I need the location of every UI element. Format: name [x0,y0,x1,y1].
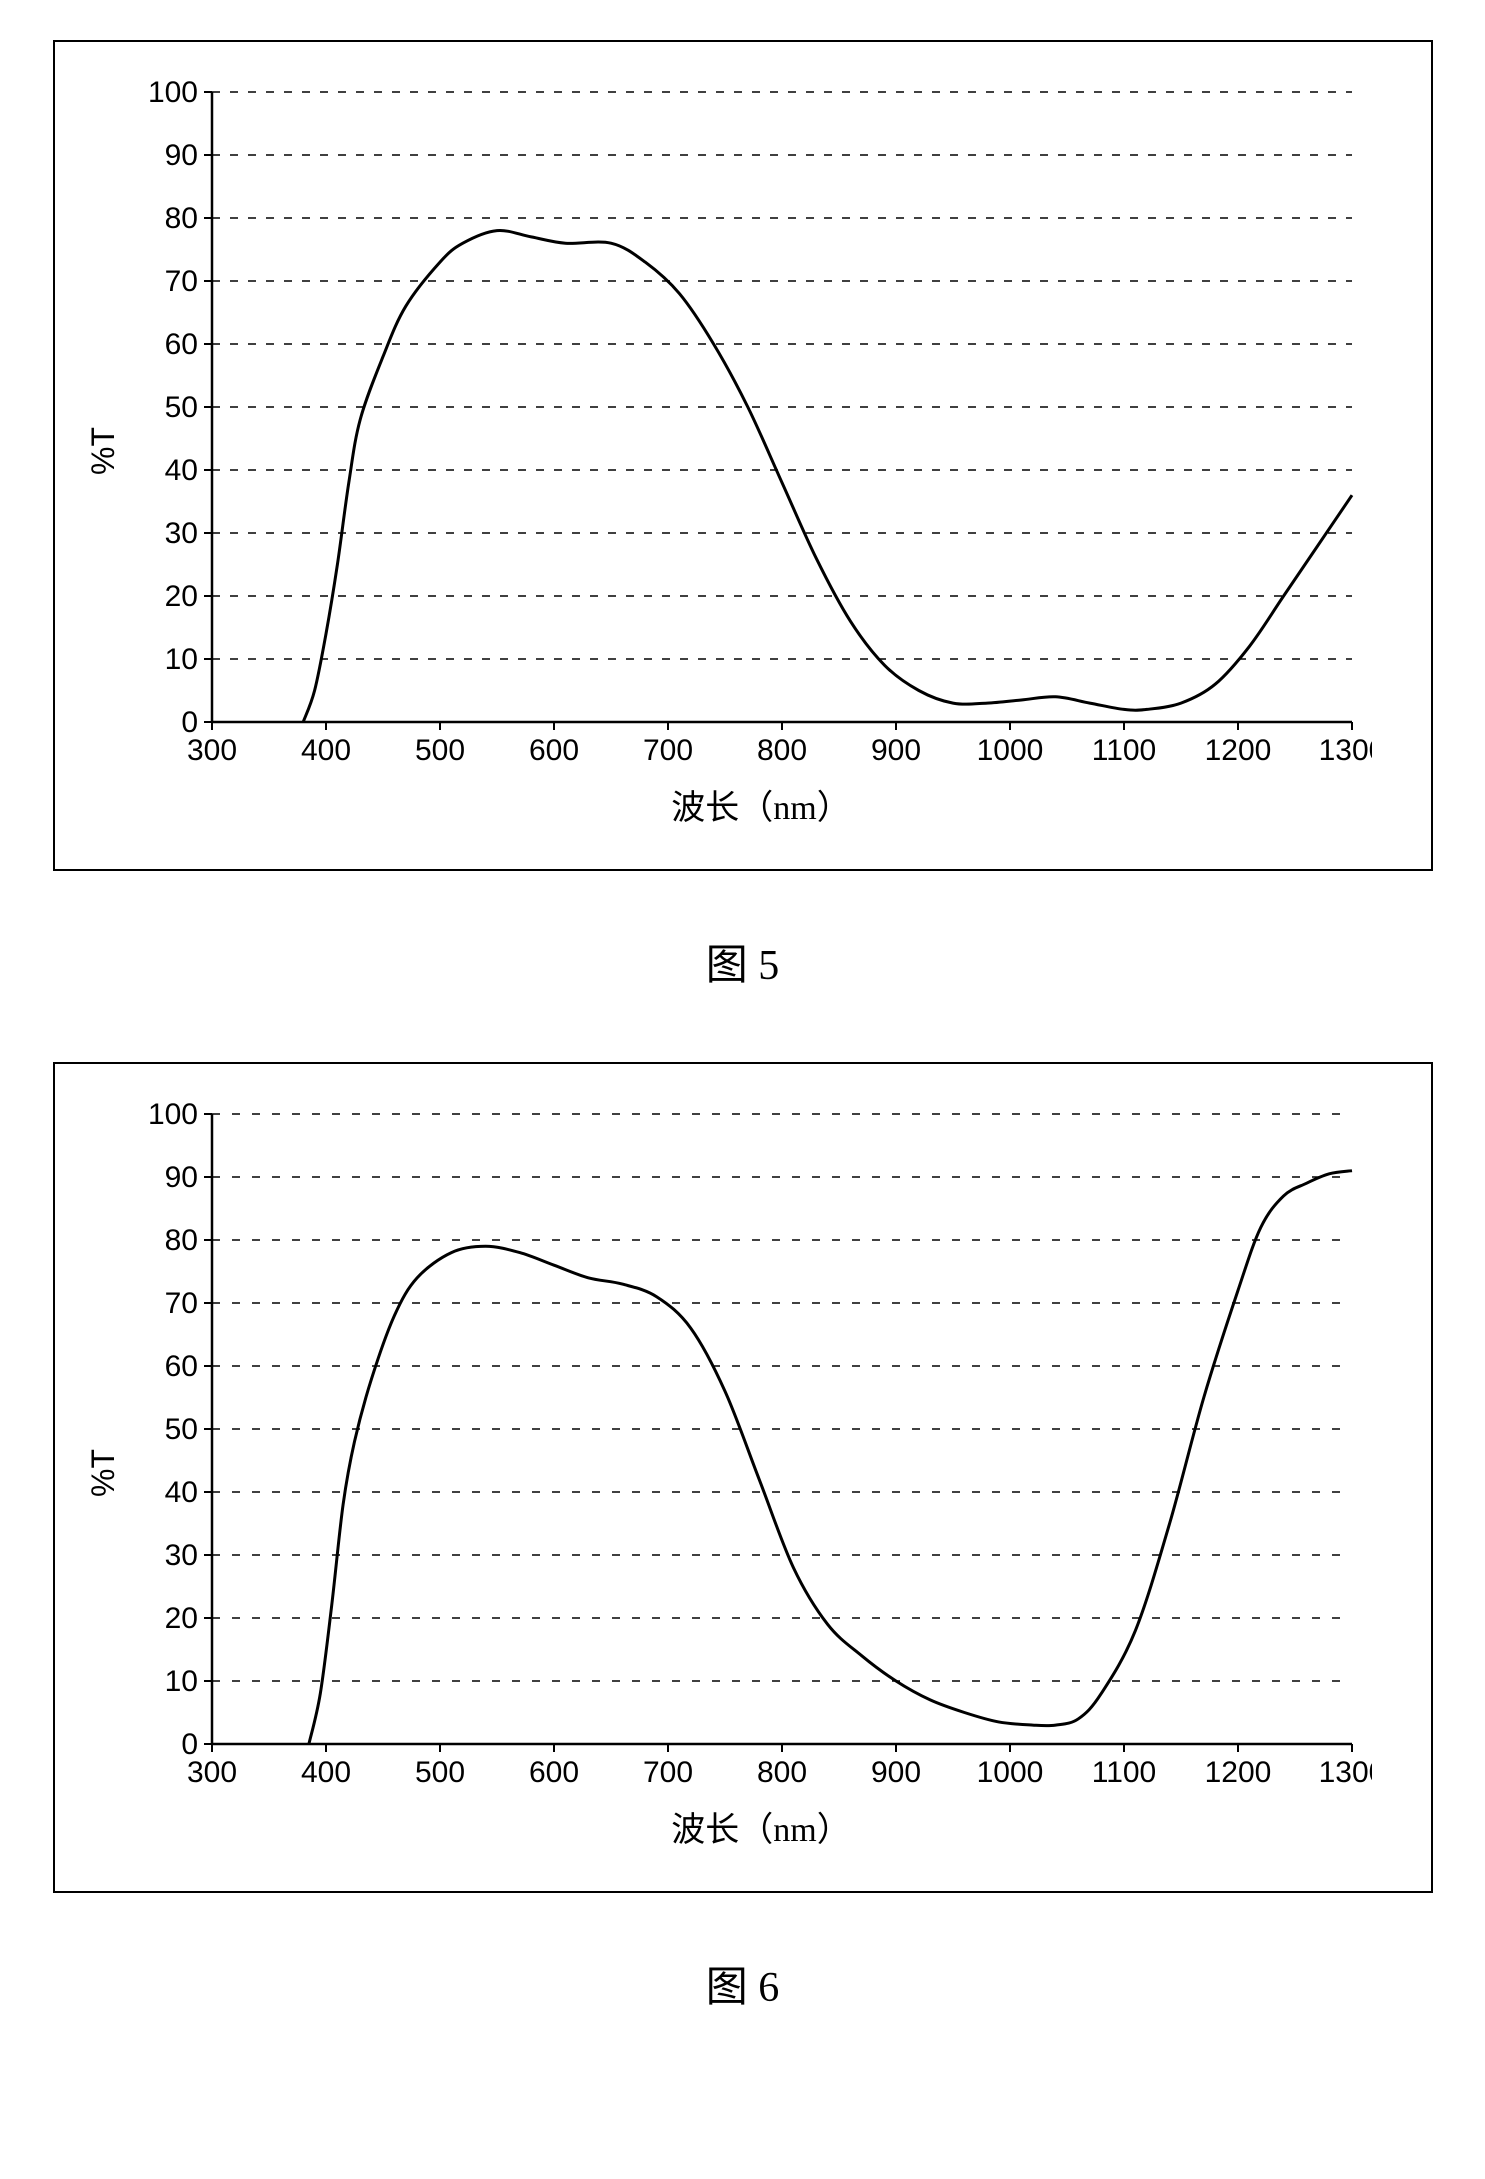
svg-text:50: 50 [164,1413,197,1446]
svg-text:700: 700 [642,1756,692,1789]
svg-text:10: 10 [164,643,197,676]
svg-text:0: 0 [181,1728,198,1761]
svg-text:700: 700 [642,734,692,767]
svg-text:20: 20 [164,580,197,613]
chart-6-caption: 图 6 [706,1953,780,2014]
svg-text:70: 70 [164,265,197,298]
svg-text:900: 900 [870,1756,920,1789]
svg-text:60: 60 [164,328,197,361]
svg-text:20: 20 [164,1602,197,1635]
svg-text:800: 800 [756,1756,806,1789]
svg-text:10: 10 [164,1665,197,1698]
chart-5-xlabel: 波长（nm） [132,780,1391,829]
svg-text:100: 100 [147,1098,197,1131]
chart-5-caption: 图 5 [706,931,780,992]
svg-text:100: 100 [147,76,197,109]
svg-text:1300: 1300 [1318,734,1371,767]
svg-text:1000: 1000 [976,1756,1043,1789]
chart-6-ylabel: %T [85,1449,122,1497]
svg-text:500: 500 [414,1756,464,1789]
svg-text:30: 30 [164,1539,197,1572]
chart-5-plot-area: 3004005006007008009001000110012001300010… [132,72,1372,772]
svg-text:1000: 1000 [976,734,1043,767]
chart-6-plot-wrap: 3004005006007008009001000110012001300010… [132,1094,1391,1851]
svg-text:40: 40 [164,454,197,487]
svg-text:800: 800 [756,734,806,767]
chart-6-plot-area: 3004005006007008009001000110012001300010… [132,1094,1372,1794]
svg-text:1200: 1200 [1204,1756,1271,1789]
svg-text:1200: 1200 [1204,734,1271,767]
chart-5-container: %T 3004005006007008009001000110012001300… [53,40,1433,871]
chart-6-inner: %T 3004005006007008009001000110012001300… [85,1094,1391,1851]
svg-text:50: 50 [164,391,197,424]
svg-text:40: 40 [164,1476,197,1509]
chart-5-ylabel: %T [85,427,122,475]
svg-text:80: 80 [164,1224,197,1257]
svg-text:600: 600 [528,734,578,767]
chart-6-xlabel: 波长（nm） [132,1802,1391,1851]
svg-text:0: 0 [181,706,198,739]
chart-5-inner: %T 3004005006007008009001000110012001300… [85,72,1391,829]
svg-text:80: 80 [164,202,197,235]
svg-text:900: 900 [870,734,920,767]
svg-text:90: 90 [164,1161,197,1194]
svg-text:70: 70 [164,1287,197,1320]
chart-5-plot-wrap: 3004005006007008009001000110012001300010… [132,72,1391,829]
svg-text:90: 90 [164,139,197,172]
svg-text:500: 500 [414,734,464,767]
svg-text:1100: 1100 [1091,1756,1156,1789]
svg-text:1300: 1300 [1318,1756,1371,1789]
svg-text:1100: 1100 [1091,734,1156,767]
svg-text:600: 600 [528,1756,578,1789]
svg-text:400: 400 [300,1756,350,1789]
svg-text:60: 60 [164,1350,197,1383]
chart-6-container: %T 3004005006007008009001000110012001300… [53,1062,1433,1893]
svg-text:30: 30 [164,517,197,550]
svg-text:400: 400 [300,734,350,767]
